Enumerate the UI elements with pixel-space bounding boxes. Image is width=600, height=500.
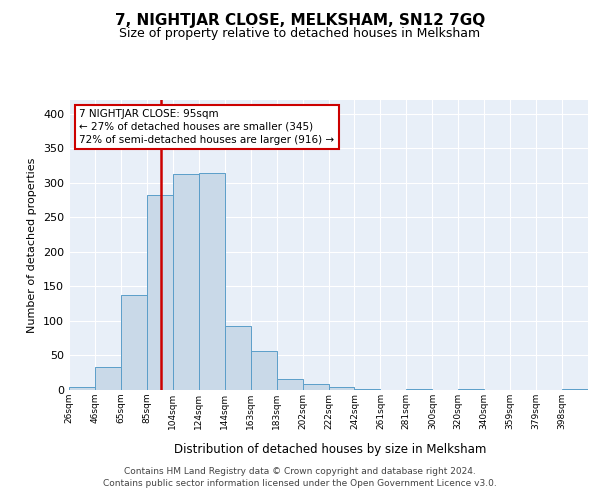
Bar — [225, 326, 251, 390]
Text: 7, NIGHTJAR CLOSE, MELKSHAM, SN12 7GQ: 7, NIGHTJAR CLOSE, MELKSHAM, SN12 7GQ — [115, 12, 485, 28]
Text: Contains HM Land Registry data © Crown copyright and database right 2024.: Contains HM Land Registry data © Crown c… — [124, 467, 476, 476]
Bar — [302, 384, 329, 390]
Bar — [251, 352, 277, 390]
Bar — [69, 386, 95, 390]
Text: Distribution of detached houses by size in Melksham: Distribution of detached houses by size … — [174, 442, 486, 456]
Bar — [199, 172, 224, 390]
Bar — [277, 379, 302, 390]
Bar — [329, 387, 355, 390]
Bar — [95, 367, 121, 390]
Text: Contains public sector information licensed under the Open Government Licence v3: Contains public sector information licen… — [103, 478, 497, 488]
Bar — [147, 194, 173, 390]
Bar — [173, 174, 199, 390]
Bar — [562, 388, 588, 390]
Text: 7 NIGHTJAR CLOSE: 95sqm
← 27% of detached houses are smaller (345)
72% of semi-d: 7 NIGHTJAR CLOSE: 95sqm ← 27% of detache… — [79, 108, 335, 145]
Bar — [355, 388, 380, 390]
Bar — [121, 296, 147, 390]
Y-axis label: Number of detached properties: Number of detached properties — [28, 158, 37, 332]
Text: Size of property relative to detached houses in Melksham: Size of property relative to detached ho… — [119, 28, 481, 40]
